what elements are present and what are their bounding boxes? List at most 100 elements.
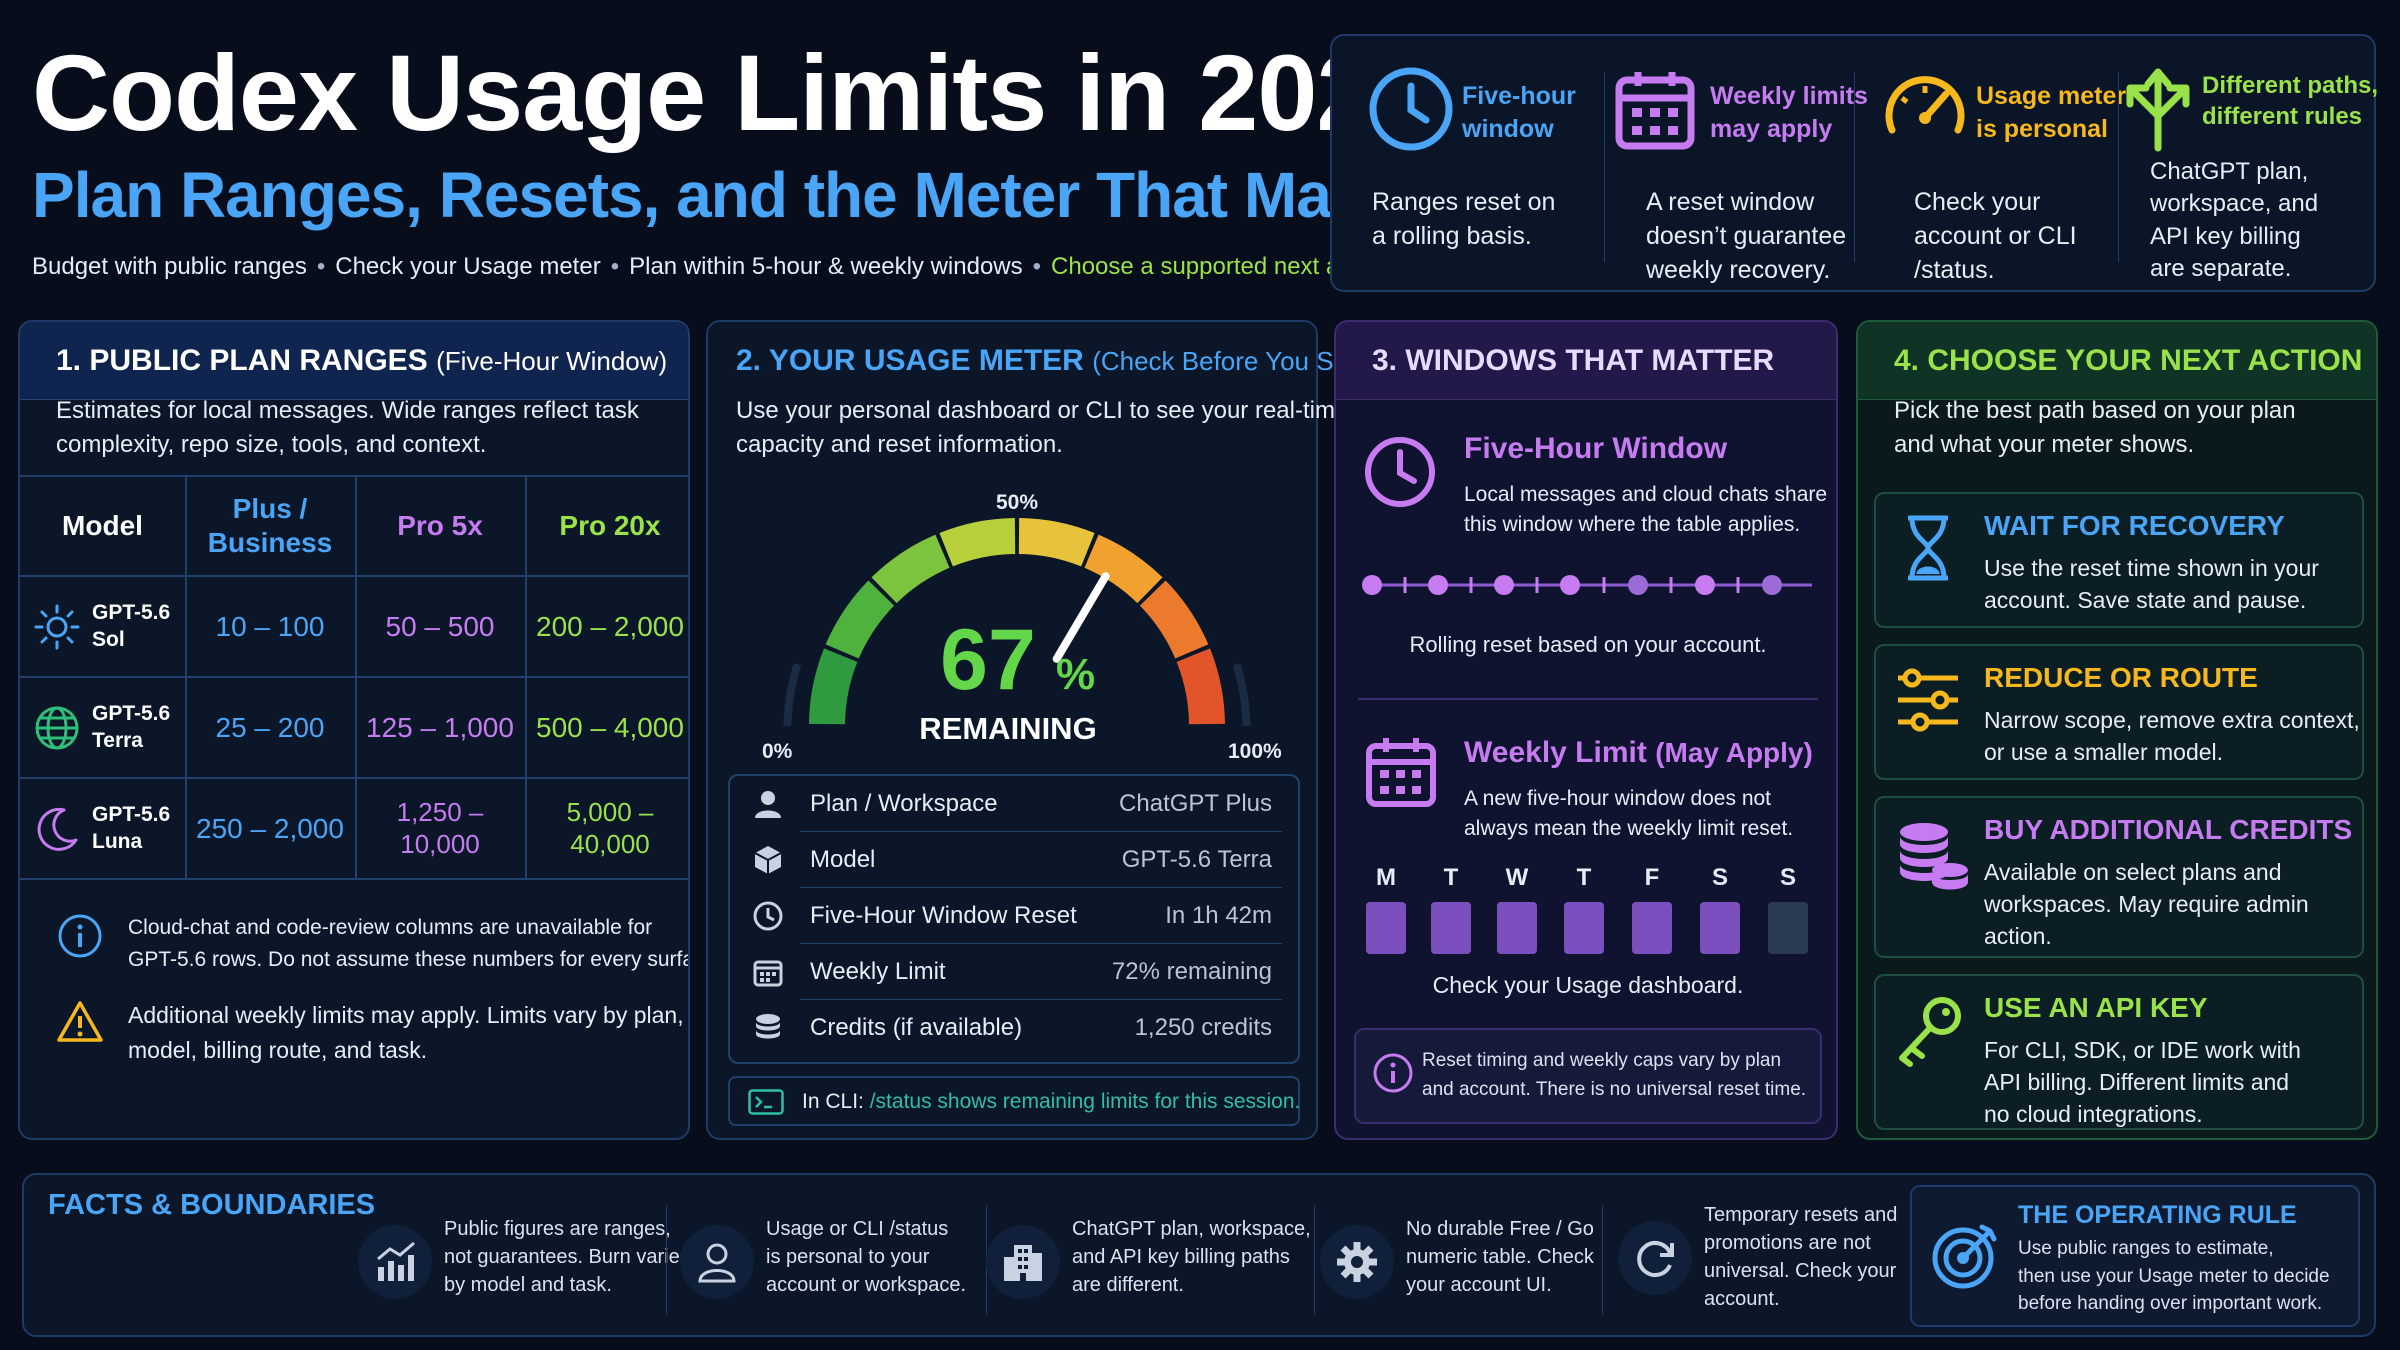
action-title: REDUCE OR ROUTE [1984,662,2258,693]
fact-text: Temporary resets and promotions are not … [1704,1204,1898,1310]
gauge-needle [1052,572,1110,663]
tagline-item: Plan within 5-hour & weekly windows [629,253,1023,280]
sliders-icon [1898,668,1958,732]
meter-row-value: GPT-5.6 Terra [1121,846,1272,873]
section-title: 3. WINDOWS THAT MATTER [1372,344,1775,377]
facts-title: FACTS & BOUNDARIES [48,1189,376,1221]
callout-title: Weekly limits may apply [1710,82,1868,143]
day-bar [1768,902,1808,954]
sun-icon [34,604,80,649]
action-title: WAIT FOR RECOVERY [1984,510,2285,541]
day-bar [1564,902,1604,954]
section-intro: Pick the best path based on your plan an… [1894,397,2296,458]
gauge-label: REMAINING [919,711,1096,746]
action-body: Use the reset time shown in your account… [1984,555,2319,614]
day-label: S [1711,864,1728,891]
page-subtitle: Plan Ranges, Resets, and the Meter That … [32,159,1465,231]
section-intro: Estimates for local messages. Wide range… [56,397,639,458]
table-header-row: Model Plus / Business Pro 5x Pro 20x [20,475,688,575]
callout-title: Five-hour window [1462,82,1576,143]
meter-row-label: Credits (if available) [810,1014,1023,1041]
note-warning: Additional weekly limits may apply. Limi… [56,998,684,1067]
action-wait[interactable]: WAIT FOR RECOVERY Use the reset time sho… [1874,492,2364,628]
clock-icon [1365,437,1435,507]
coins-stack-icon [1900,823,1968,890]
gauge-icon [1885,76,1965,134]
gauge-segment [939,518,1016,567]
operating-rule-box: THE OPERATING RULE Use public ranges to … [1910,1185,2360,1327]
meter-row-value: In 1h 42m [1165,902,1272,929]
gauge-segment [1139,580,1209,659]
day-label: W [1505,864,1529,891]
section-intro: Use your personal dashboard or CLI to se… [736,397,1349,458]
section-next-action: 4. CHOOSE YOUR NEXT ACTION Pick the best… [1856,320,2378,1140]
coins-icon [756,1014,780,1039]
cube-icon [754,846,782,874]
column-header: Plus / Business [207,493,333,558]
day-bar [1431,902,1471,954]
rolling-timeline [1362,575,1812,595]
day-bar [1632,902,1672,954]
meter-row-value: ChatGPT Plus [1119,790,1272,817]
callouts-panel: Five-hour window Ranges reset on a rolli… [1330,34,2379,292]
section-title: 1. PUBLIC PLAN RANGES (Five-Hour Window) [56,344,668,377]
table-row: GPT-5.6 Sol 10 – 100 50 – 500 200 – 2,00… [20,575,688,676]
day-label: F [1644,864,1660,891]
gauge-mid-label: 50% [996,491,1038,514]
warning-icon [57,1001,103,1042]
table-row: GPT-5.6 Luna 250 – 2,000 1,250 – 10,000 … [20,777,688,878]
meter-row-label: Weekly Limit [810,958,946,985]
action-api-key[interactable]: USE AN API KEY For CLI, SDK, or IDE work… [1874,974,2364,1130]
range-plus: 10 – 100 [215,610,325,642]
moon-icon [37,807,78,851]
windows-note-text: Reset timing and weekly caps vary by pla… [1422,1050,1807,1101]
terminal-icon [748,1089,784,1115]
day-bar [1700,902,1740,954]
action-buy-credits[interactable]: BUY ADDITIONAL CREDITS Available on sele… [1874,796,2364,958]
note-info: Cloud-chat and code-review columns are u… [56,912,688,975]
callout-body: A reset window doesn’t guarantee weekly … [1646,188,1847,284]
cli-hint: In CLI: /status shows remaining limits f… [728,1076,1300,1126]
callout-title: Usage meter is personal [1976,82,2127,143]
gauge-segments [809,518,1225,725]
clock-icon [1369,67,1453,151]
info-icon [1373,1053,1413,1093]
calendar-icon [1615,72,1695,150]
model-name: GPT-5.6 Luna [92,803,171,853]
chart-icon [377,1241,415,1281]
callout-body: Check your account or CLI /status. [1914,188,2077,284]
meter-row: Weekly Limit 72% remaining [730,944,1302,1000]
building-icon [1004,1245,1042,1281]
meter-row: Plan / Workspace ChatGPT Plus [730,776,1302,832]
action-reduce[interactable]: REDUCE OR ROUTE Narrow scope, remove ext… [1874,644,2364,780]
tagline: Budget with public ranges • Check your Usa… [32,253,1390,280]
meter-row: Credits (if available) 1,250 credits [730,1000,1302,1056]
day-label: M [1376,864,1396,891]
dashboard-caption: Check your Usage dashboard. [1432,972,1744,998]
fact-text: Public figures are ranges, not guarantee… [444,1218,690,1296]
gauge-percent-sign: % [1056,650,1095,699]
meter-details: Plan / Workspace ChatGPT Plus Model GPT-… [728,774,1300,1064]
range-pro5: 125 – 1,000 [366,711,514,743]
notes-box: Cloud-chat and code-review columns are u… [20,878,688,1080]
meter-row-label: Plan / Workspace [810,790,998,817]
gauge-segment [825,580,895,659]
user-icon [698,1243,736,1283]
usage-gauge: 50% 0% 100% 67 % REMAINING [762,491,1282,763]
calendar-icon [753,960,783,987]
section-plan-ranges: 1. PUBLIC PLAN RANGES (Five-Hour Window)… [18,320,690,1140]
target-icon [1932,1224,1997,1289]
five-hour-title: Five-Hour Window [1464,432,1728,465]
weekly-title: Weekly Limit (May Apply) [1464,736,1813,769]
section-windows: 3. WINDOWS THAT MATTER Five-Hour Window … [1334,320,1838,1140]
column-header: Model [62,510,143,542]
column-header: Pro 5x [397,510,483,542]
key-icon [1899,997,1961,1067]
action-title: BUY ADDITIONAL CREDITS [1984,814,2353,845]
fact-text: No durable Free / Go numeric table. Chec… [1406,1218,1594,1296]
note-text: Cloud-chat and code-review columns are u… [128,916,688,971]
callout-title: Different paths, different rules [2202,72,2379,131]
hourglass-icon [1908,515,1948,581]
range-plus: 25 – 200 [215,711,325,743]
section-usage-meter: 2. YOUR USAGE METER (Check Before You St… [706,320,1380,1140]
